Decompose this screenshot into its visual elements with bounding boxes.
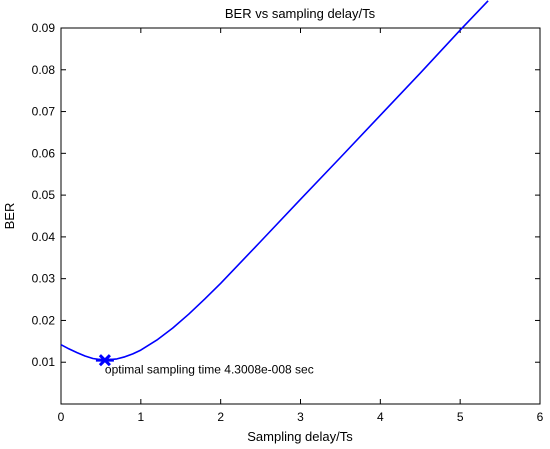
series-layer bbox=[60, 0, 489, 361]
y-axis: 0.01 0.02 0.03 0.04 0.05 0.06 0.07 0.08 0.09 bbox=[32, 21, 540, 369]
x-tick-label: 2 bbox=[217, 410, 224, 424]
y-tick-label: 0.07 bbox=[32, 105, 56, 119]
y-tick-label: 0.04 bbox=[32, 230, 56, 244]
x-tick-label: 4 bbox=[377, 410, 384, 424]
y-tick-label: 0.03 bbox=[32, 272, 56, 286]
optimal-point-marker bbox=[95, 354, 114, 367]
y-tick-label: 0.09 bbox=[32, 21, 56, 35]
x-tick-label: 5 bbox=[457, 410, 464, 424]
marker-layer bbox=[95, 354, 114, 367]
y-tick-label: 0.06 bbox=[32, 146, 56, 160]
y-tick-label: 0.08 bbox=[32, 63, 56, 77]
x-tick-label: 3 bbox=[297, 410, 304, 424]
y-axis-label: BER bbox=[2, 203, 17, 230]
x-axis: 0 1 2 3 4 5 6 bbox=[58, 28, 544, 424]
x-tick-label: 6 bbox=[537, 410, 544, 424]
y-tick-label: 0.02 bbox=[32, 313, 56, 327]
x-tick-label: 1 bbox=[137, 410, 144, 424]
optimal-time-annotation: optimal sampling time 4.3008e-008 sec bbox=[105, 362, 314, 376]
x-tick-label: 0 bbox=[58, 410, 65, 424]
plot-area bbox=[60, 27, 541, 405]
series-line-0 bbox=[60, 0, 489, 361]
y-tick-label: 0.05 bbox=[32, 188, 56, 202]
chart-title: BER vs sampling delay/Ts bbox=[225, 6, 376, 21]
y-tick-label: 0.01 bbox=[32, 355, 56, 369]
x-axis-label: Sampling delay/Ts bbox=[247, 429, 353, 444]
